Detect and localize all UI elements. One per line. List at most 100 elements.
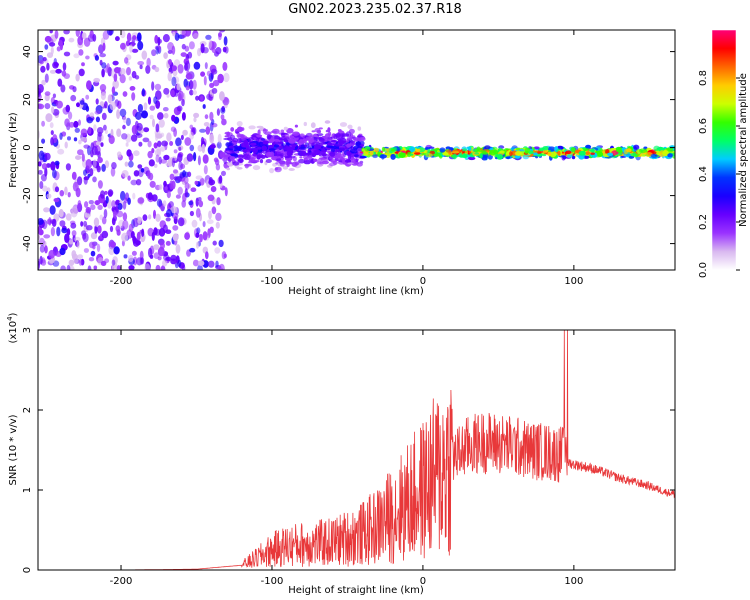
heatmap-cell bbox=[94, 110, 101, 115]
heatmap-cell bbox=[339, 122, 348, 127]
heatmap-cell bbox=[38, 161, 42, 167]
heatmap-cell bbox=[131, 92, 136, 101]
heatmap-cell bbox=[40, 65, 46, 73]
heatmap-cell bbox=[217, 133, 222, 144]
heatmap-cell bbox=[667, 153, 673, 158]
heatmap-cell bbox=[163, 87, 170, 95]
heatmap-cell bbox=[589, 149, 595, 152]
heatmap-cell bbox=[94, 200, 101, 206]
heatmap-cell bbox=[232, 161, 240, 166]
heatmap-cell bbox=[46, 52, 54, 58]
heatmap-cell bbox=[83, 220, 88, 227]
heatmap-cell bbox=[133, 170, 140, 177]
heatmap-cell bbox=[112, 60, 119, 66]
heatmap-cell bbox=[76, 241, 80, 249]
heatmap-cell bbox=[151, 81, 155, 91]
heatmap-cell bbox=[207, 194, 215, 202]
heatmap-cell bbox=[524, 147, 531, 152]
heatmap-cell bbox=[192, 259, 199, 267]
heatmap-cell bbox=[268, 148, 276, 151]
heatmap-cell bbox=[452, 153, 457, 160]
heatmap-cell bbox=[127, 254, 134, 263]
heatmap-cell bbox=[630, 152, 637, 157]
heatmap-cell bbox=[151, 147, 155, 154]
heatmap-cell bbox=[158, 184, 163, 190]
heatmap-cell bbox=[165, 161, 170, 167]
heatmap-cell bbox=[42, 57, 47, 62]
heatmap-cell bbox=[124, 161, 129, 167]
heatmap-cell bbox=[171, 114, 176, 122]
heatmap-cell bbox=[192, 79, 197, 90]
heatmap-cell bbox=[264, 131, 272, 136]
heatmap-cell bbox=[228, 145, 235, 149]
heatmap-cell bbox=[126, 67, 131, 76]
heatmap-cell bbox=[160, 146, 166, 152]
heatmap-cell bbox=[468, 156, 476, 161]
heatmap-cell bbox=[156, 146, 161, 155]
heatmap-cell bbox=[78, 259, 83, 266]
heatmap-cell bbox=[338, 133, 346, 137]
heatmap-cell bbox=[205, 126, 211, 135]
heatmap-cell bbox=[212, 240, 217, 246]
heatmap-cell bbox=[85, 94, 90, 100]
heatmap-cell bbox=[174, 32, 180, 42]
snr-x-ticks: -200 -100 0 100 bbox=[110, 330, 583, 587]
heatmap-cell bbox=[63, 73, 70, 79]
heatmap-cell bbox=[189, 131, 195, 140]
heatmap-cell bbox=[189, 144, 195, 152]
heatmap-cell bbox=[283, 138, 288, 141]
heatmap-cell bbox=[78, 139, 82, 145]
heatmap-cell bbox=[283, 126, 288, 131]
heatmap-cell bbox=[160, 159, 168, 164]
heatmap-cell bbox=[122, 212, 128, 221]
heatmap-cell bbox=[101, 62, 107, 69]
heatmap-cell bbox=[155, 46, 159, 55]
heatmap-cell bbox=[199, 233, 203, 243]
heatmap-cell bbox=[223, 36, 228, 46]
heatmap-cell bbox=[187, 171, 192, 178]
heatmap-cell bbox=[111, 162, 117, 170]
heatmap-cell bbox=[171, 180, 176, 190]
heatmap-cell bbox=[103, 124, 107, 131]
heatmap-cell bbox=[381, 146, 385, 152]
heatmap-cell bbox=[198, 200, 204, 208]
heatmap-cell bbox=[140, 257, 145, 265]
heatmap-cell bbox=[409, 146, 416, 153]
heatmap-cell bbox=[506, 155, 511, 158]
heatmap-cell bbox=[571, 155, 576, 160]
heatmap-cell bbox=[119, 68, 126, 76]
heatmap-cell bbox=[219, 30, 226, 33]
heatmap-cell bbox=[109, 101, 117, 111]
heatmap-cell bbox=[171, 76, 177, 87]
y-tick-label: 20 bbox=[22, 93, 33, 106]
snr-y-axis-label: SNR (10 * v/v) bbox=[8, 414, 19, 485]
heatmap-cell bbox=[177, 259, 182, 268]
heatmap-cell bbox=[68, 239, 74, 245]
heatmap-cell bbox=[421, 152, 427, 156]
heatmap-cell bbox=[298, 146, 307, 150]
heatmap-cell bbox=[184, 182, 190, 190]
heatmap-cell bbox=[590, 152, 595, 155]
heatmap-cell bbox=[214, 247, 221, 254]
heatmap-cell bbox=[256, 125, 264, 129]
heatmap-cell bbox=[218, 175, 223, 184]
heatmap-cell bbox=[100, 260, 107, 266]
heatmap-cell bbox=[155, 154, 160, 163]
heatmap-cell bbox=[202, 154, 209, 164]
heatmap-cell bbox=[493, 149, 499, 155]
colorbar-frame bbox=[711, 29, 737, 271]
heatmap-cell bbox=[147, 96, 152, 105]
heatmap-cell bbox=[324, 120, 331, 124]
heatmap-cell bbox=[570, 147, 576, 152]
heatmap-cell bbox=[140, 168, 145, 173]
heatmap-cell bbox=[154, 132, 159, 142]
heatmap-cell bbox=[136, 231, 141, 241]
heatmap-cell bbox=[262, 140, 269, 145]
heatmap-cell bbox=[132, 192, 136, 200]
heatmap-cell bbox=[302, 138, 307, 144]
heatmap-cell bbox=[377, 151, 381, 157]
heatmap-cell bbox=[121, 170, 129, 178]
heatmap-cell bbox=[163, 254, 170, 261]
heatmap-cell bbox=[227, 163, 233, 166]
heatmap-cell bbox=[449, 147, 454, 150]
